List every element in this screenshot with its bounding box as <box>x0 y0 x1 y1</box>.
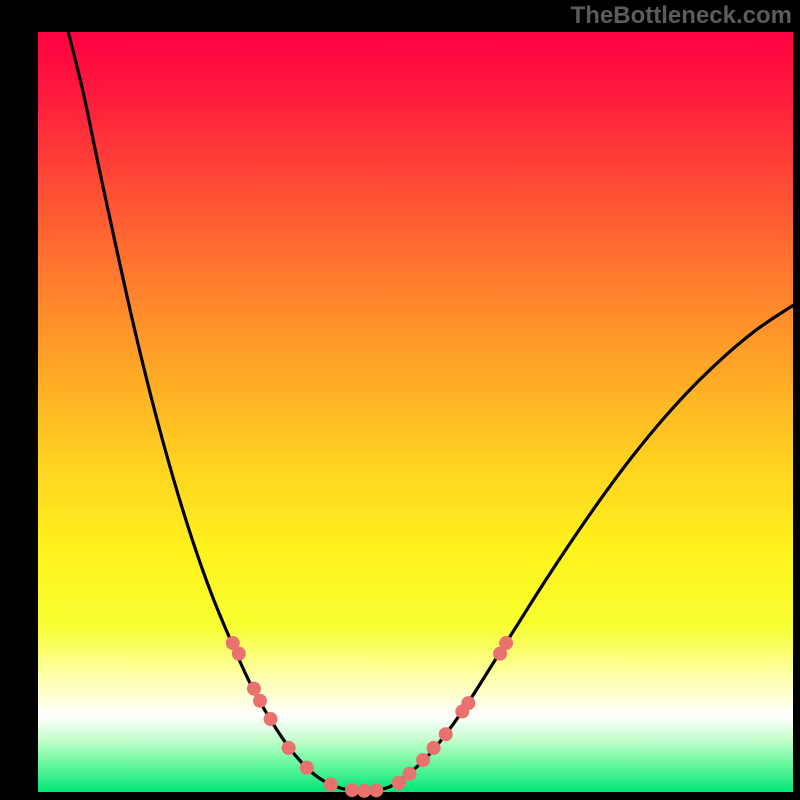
marker-dot <box>461 696 475 710</box>
marker-dot <box>324 777 338 791</box>
marker-dot <box>439 727 453 741</box>
marker-dot <box>369 783 383 797</box>
marker-dot <box>427 741 441 755</box>
marker-dot <box>345 783 359 797</box>
marker-dot <box>499 636 513 650</box>
marker-dot <box>300 761 314 775</box>
marker-dot <box>232 647 246 661</box>
marker-dot <box>247 682 261 696</box>
chart-stage: TheBottleneck.com <box>0 0 800 800</box>
gradient-background <box>38 32 793 792</box>
plot-svg <box>38 32 793 792</box>
marker-dot <box>416 753 430 767</box>
plot-area <box>38 32 793 792</box>
marker-dot <box>402 767 416 781</box>
marker-dot <box>357 784 371 798</box>
marker-dot <box>253 694 267 708</box>
watermark-text: TheBottleneck.com <box>571 2 792 30</box>
marker-dot <box>264 712 278 726</box>
marker-dot <box>282 741 296 755</box>
marker-dot <box>392 776 406 790</box>
